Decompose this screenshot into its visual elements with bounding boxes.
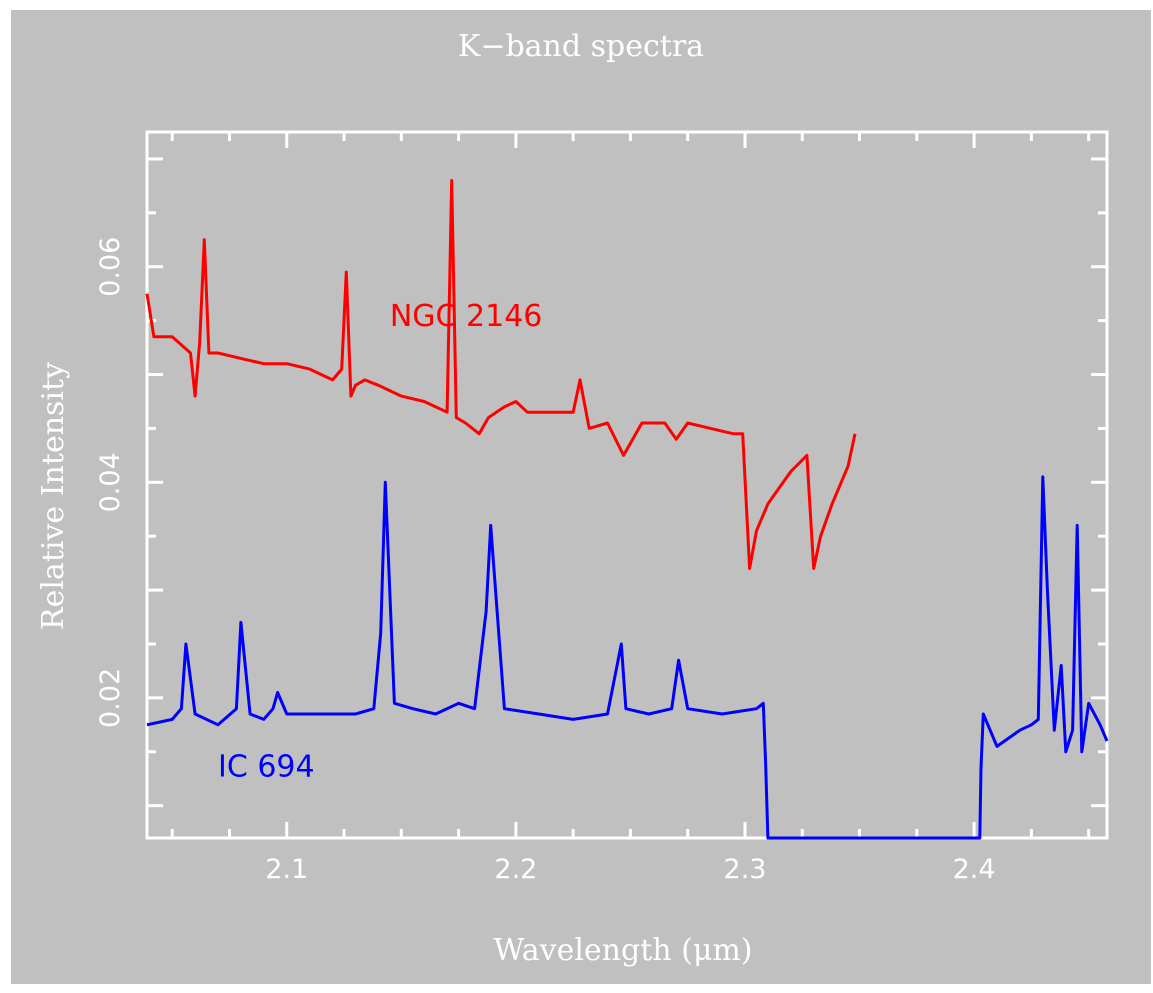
series-label-0: NGC 2146 <box>390 299 543 334</box>
ticks-layer: 2.1 2.2 2.3 2.4 0.02 0.04 0.06 <box>95 132 1107 885</box>
y-tick-label: 0.04 <box>95 452 126 512</box>
series-line-1 <box>146 475 1109 840</box>
x-axis-label: Wavelength (μm) <box>494 933 753 968</box>
chart: K−band spectra Relative Intensity Wavele… <box>11 10 1151 984</box>
spectra-chart-svg: K−band spectra Relative Intensity Wavele… <box>11 10 1151 984</box>
series-layer <box>145 179 1109 840</box>
series-label-1: IC 694 <box>218 750 315 785</box>
x-tick-label: 2.2 <box>494 854 537 885</box>
y-tick-label: 0.06 <box>95 237 126 297</box>
x-tick-label: 2.4 <box>953 854 996 885</box>
plot-frame <box>145 130 1109 840</box>
chart-background <box>11 10 1151 984</box>
x-tick-label: 2.3 <box>724 854 767 885</box>
y-axis-label: Relative Intensity <box>36 362 71 630</box>
series-labels-layer: NGC 2146 IC 694 <box>218 299 542 785</box>
chart-title: K−band spectra <box>458 29 704 64</box>
y-tick-label: 0.02 <box>95 668 126 728</box>
series-line-0 <box>145 179 857 570</box>
x-tick-label: 2.1 <box>265 854 308 885</box>
